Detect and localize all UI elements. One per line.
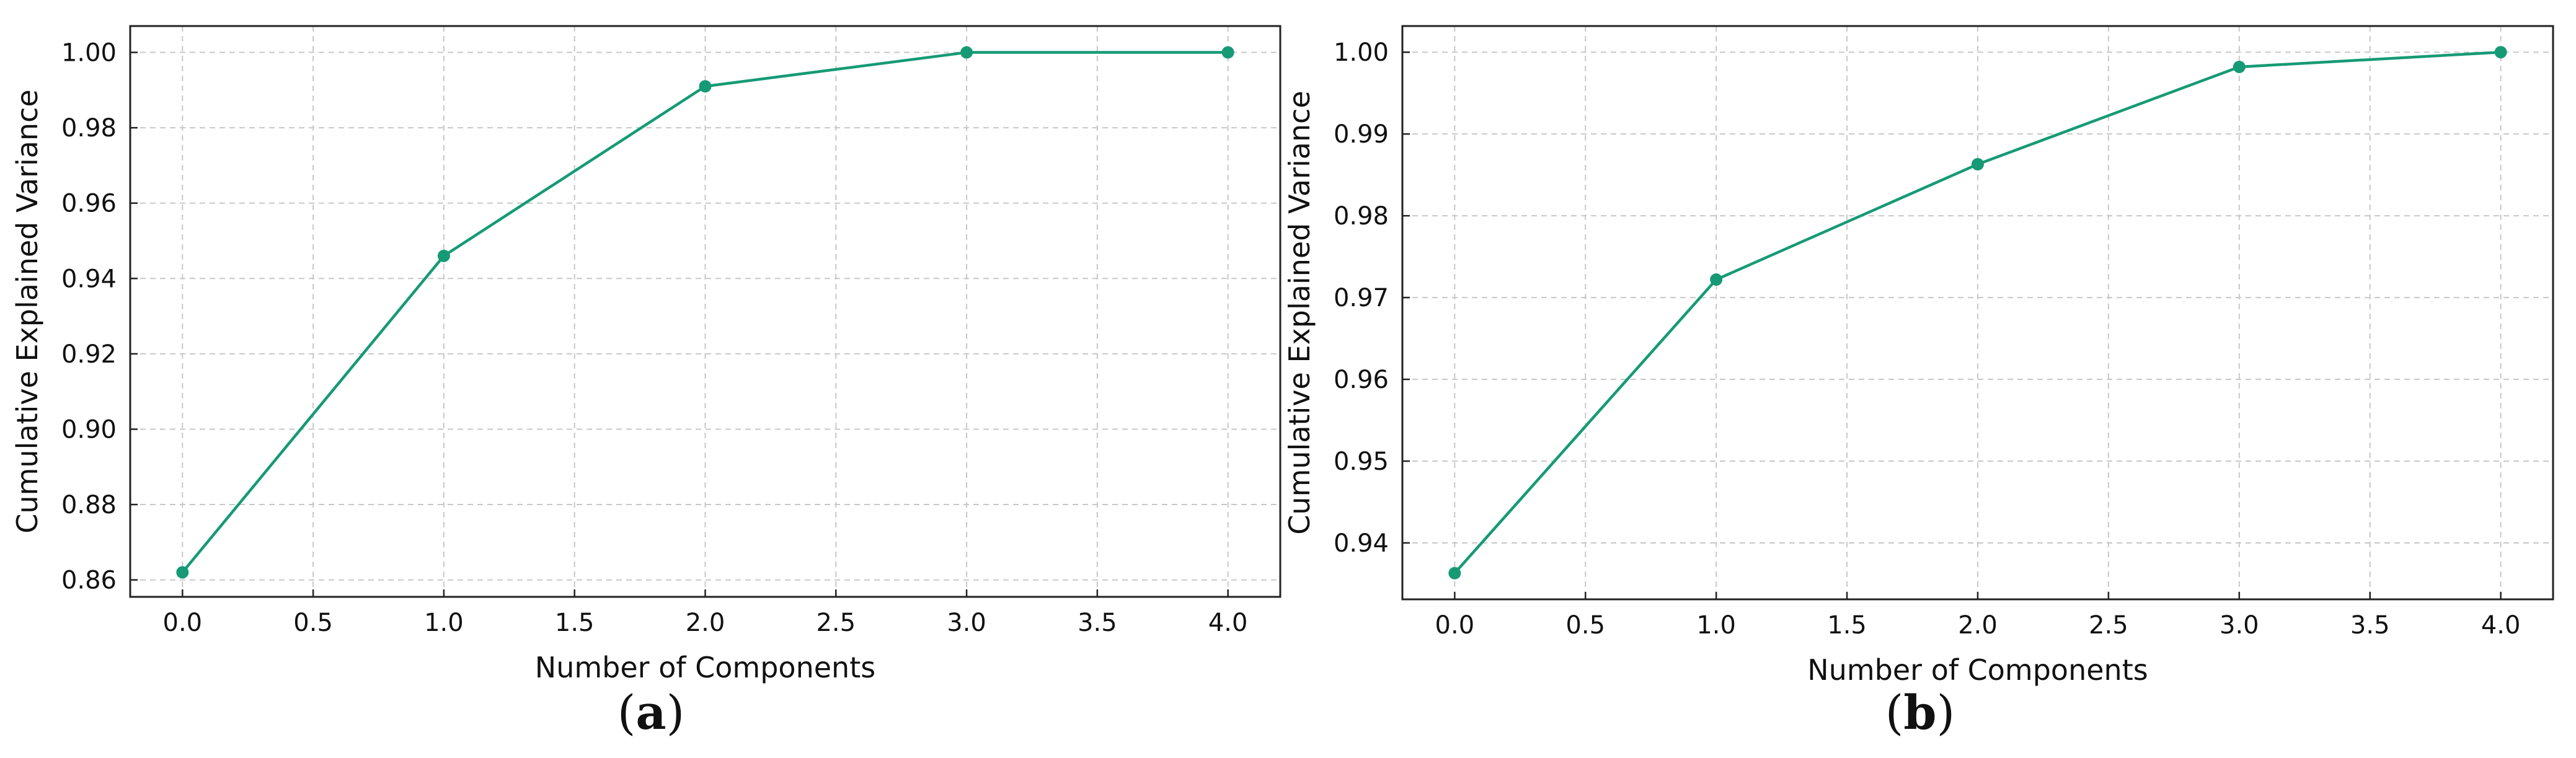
data-point xyxy=(1448,566,1461,580)
data-point xyxy=(176,566,189,579)
x-tick-label: 3.0 xyxy=(947,609,986,637)
x-tick-label: 1.0 xyxy=(424,609,464,637)
y-tick-label: 0.92 xyxy=(61,340,117,369)
x-tick-label: 3.5 xyxy=(1078,609,1117,637)
data-point xyxy=(1221,46,1234,59)
x-tick-label: 3.5 xyxy=(2350,611,2390,640)
data-point xyxy=(699,80,712,93)
x-tick-label: 0.5 xyxy=(293,609,333,637)
y-tick-label: 0.99 xyxy=(1334,120,1389,149)
chart-b-svg: 0.0 0.5 1.0 1.5 2.0 2.5 3.0 3.5 4.0 0.94 0.95 0.96 0… xyxy=(1283,25,2554,687)
data-point xyxy=(960,46,973,59)
y-tick-label: 0.95 xyxy=(1334,447,1389,476)
y-tick-label: 1.00 xyxy=(1334,38,1389,67)
x-tick-label: 0.5 xyxy=(1565,611,1605,640)
y-tick-label: 0.97 xyxy=(1334,284,1389,312)
x-tick-label: 3.0 xyxy=(2220,611,2259,640)
x-tick-label: 1.5 xyxy=(555,609,595,637)
y-tick-label: 0.96 xyxy=(1334,366,1389,394)
caption-b: (b) xyxy=(1885,685,1955,740)
x-tick-label: 2.0 xyxy=(686,609,725,637)
y-tick-label: 0.96 xyxy=(61,190,117,218)
x-axis-title: Number of Components xyxy=(535,651,875,684)
x-tick-label: 0.0 xyxy=(1435,611,1475,640)
x-tick-label: 2.0 xyxy=(1958,611,1998,640)
y-tick-label: 0.94 xyxy=(1334,529,1389,558)
data-point xyxy=(1972,158,1984,171)
x-tick-label: 2.5 xyxy=(2089,611,2128,640)
caption-a-letter: a xyxy=(635,685,666,740)
plot-frame xyxy=(129,25,1281,598)
y-tick-label: 0.86 xyxy=(61,566,117,595)
x-tick-label: 4.0 xyxy=(1208,609,1248,637)
y-axis-title: Cumulative Explained Variance xyxy=(1288,90,1316,534)
x-tick-label: 2.5 xyxy=(816,609,856,637)
data-point xyxy=(2233,60,2246,73)
x-tick-label: 1.0 xyxy=(1696,611,1736,640)
x-tick-label: 1.5 xyxy=(1827,611,1867,640)
caption-a: (a) xyxy=(617,685,685,740)
y-tick-label: 0.94 xyxy=(61,265,117,293)
caption-b-letter: b xyxy=(1903,685,1937,740)
chart-a-svg: 0.0 0.5 1.0 1.5 2.0 2.5 3.0 3.5 4.0 0.86 0.88 0.90 0… xyxy=(11,25,1281,684)
y-axis-title: Cumulative Explained Variance xyxy=(11,89,44,533)
x-tick-label: 0.0 xyxy=(163,609,203,637)
data-point xyxy=(2494,46,2507,59)
x-axis-title: Number of Components xyxy=(1807,653,2148,687)
chart-panel-a: 0.0 0.5 1.0 1.5 2.0 2.5 3.0 3.5 4.0 0.86 0.88 0.90 0… xyxy=(0,0,1288,755)
y-tick-label: 0.98 xyxy=(1334,202,1389,231)
y-tick-label: 0.90 xyxy=(61,415,117,444)
x-tick-label: 4.0 xyxy=(2481,611,2521,640)
y-tick-label: 1.00 xyxy=(61,39,117,68)
chart-panel-b: 0.0 0.5 1.0 1.5 2.0 2.5 3.0 3.5 4.0 0.94 0.95 0.96 0… xyxy=(1283,0,2576,755)
y-tick-label: 0.88 xyxy=(61,491,117,519)
y-tick-label: 0.98 xyxy=(61,114,117,143)
data-point xyxy=(437,249,450,262)
data-point xyxy=(1710,273,1723,286)
